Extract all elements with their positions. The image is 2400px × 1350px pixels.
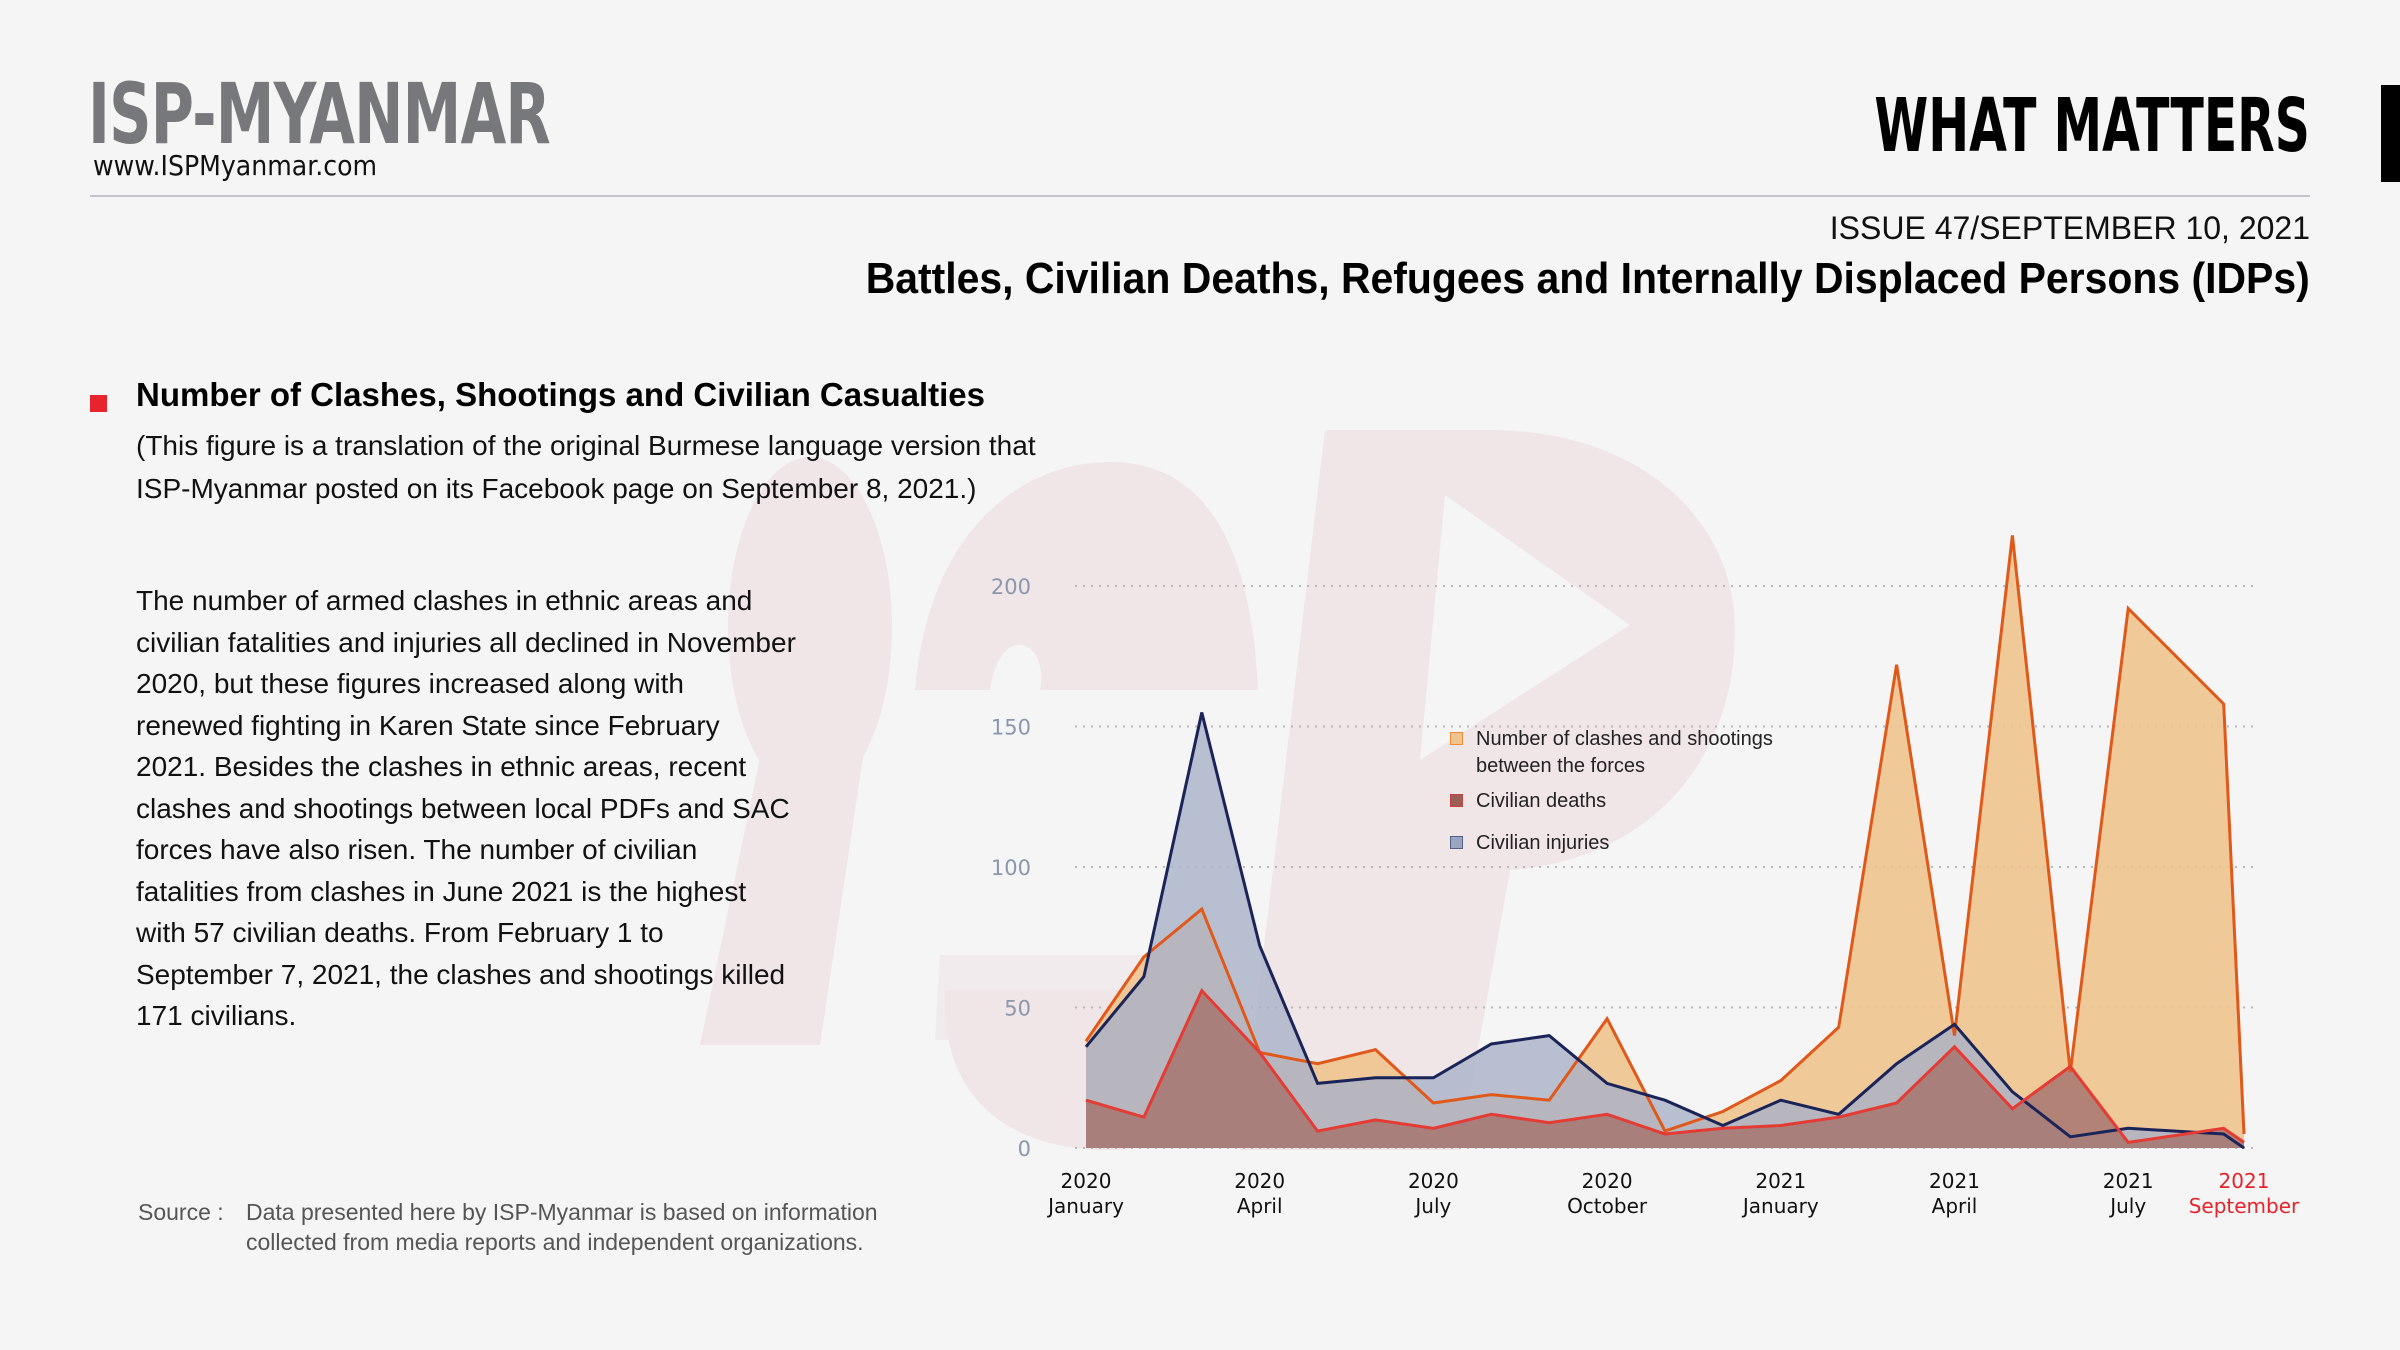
x-tick-year: 2021 <box>2219 1169 2270 1193</box>
source-text: Data presented here by ISP-Myanmar is ba… <box>246 1199 878 1255</box>
y-tick-label: 200 <box>991 575 1031 599</box>
report-title: Battles, Civilian Deaths, Refugees and I… <box>865 254 2310 303</box>
legend-label-clashes: Number of clashes and shootings between … <box>1476 728 1773 777</box>
y-axis-ticks: 0 50 100 150 200 <box>991 575 1031 1161</box>
header-divider <box>90 195 2310 197</box>
series-name: WHAT MATTERS <box>1874 83 2310 169</box>
area-injuries <box>1086 712 2244 1148</box>
section-note-line-2: ISP-Myanmar posted on its Facebook page … <box>136 473 977 504</box>
issue-number: ISSUE 47 <box>1829 210 1971 246</box>
issue-date: /SEPTEMBER 10, 2021 <box>1970 210 2310 246</box>
area-deaths <box>1086 990 2244 1148</box>
x-tick-month: September <box>2189 1194 2300 1218</box>
y-tick-label: 50 <box>1004 997 1031 1021</box>
x-tick-year: 2020 <box>1234 1169 1285 1193</box>
section-note-line-1: (This figure is a translation of the ori… <box>136 430 1036 461</box>
source-label: Source : <box>138 1199 224 1225</box>
x-tick-year: 2021 <box>1929 1169 1980 1193</box>
section-note: (This figure is a translation of the ori… <box>136 424 1136 510</box>
issue-line: ISSUE 47/SEPTEMBER 10, 2021 <box>1830 208 2310 248</box>
website-link[interactable]: www.ISPMyanmar.com <box>93 149 378 182</box>
series-lines <box>1084 535 2246 1150</box>
brand-logo: ISP-MYANMAR <box>88 65 551 163</box>
x-tick-year: 2020 <box>1408 1169 1459 1193</box>
x-tick-month: October <box>1567 1194 1648 1218</box>
y-tick-label: 150 <box>991 716 1031 740</box>
x-tick-month: July <box>2108 1194 2146 1218</box>
legend-item-clashes: Number of clashes and shootings between … <box>1450 726 1806 780</box>
x-tick-year: 2021 <box>2103 1169 2154 1193</box>
legend-swatch-clashes <box>1450 732 1463 745</box>
source-note: Source : Data presented here by ISP-Myan… <box>138 1197 966 1257</box>
x-tick-month: January <box>1046 1194 1124 1218</box>
legend-label-deaths: Civilian deaths <box>1476 790 1607 812</box>
x-tick-year: 2020 <box>1061 1169 1112 1193</box>
side-accent-bar <box>2381 85 2400 182</box>
x-tick-year: 2020 <box>1582 1169 1633 1193</box>
x-tick-month: January <box>1741 1194 1819 1218</box>
legend-label-injuries: Civilian injuries <box>1476 832 1610 854</box>
x-tick-month: April <box>1932 1194 1978 1218</box>
y-tick-label: 100 <box>991 856 1031 880</box>
y-tick-label: 0 <box>1018 1137 1031 1161</box>
x-tick-year: 2021 <box>1755 1169 1806 1193</box>
x-tick-month: April <box>1237 1194 1283 1218</box>
section-title: Number of Clashes, Shootings and Civilia… <box>136 376 986 413</box>
legend-item-injuries: Civilian injuries <box>1450 830 1806 857</box>
x-tick-month: July <box>1413 1194 1451 1218</box>
section-bullet <box>90 395 107 412</box>
legend-swatch-deaths <box>1450 794 1463 807</box>
legend-swatch-injuries <box>1450 836 1463 849</box>
body-paragraph: The number of armed clashes in ethnic ar… <box>136 585 796 1031</box>
x-axis-ticks: 2020January2020April2020July2020October2… <box>1046 1169 2300 1218</box>
series-areas <box>1086 535 2244 1148</box>
legend-item-deaths: Civilian deaths <box>1450 788 1806 815</box>
